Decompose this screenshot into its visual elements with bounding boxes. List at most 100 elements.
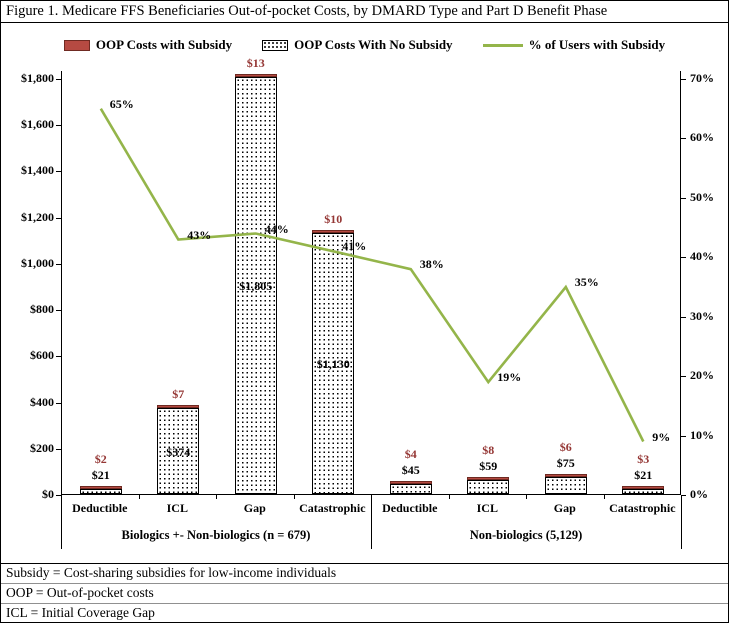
axis-tick xyxy=(138,495,140,499)
subsidy-value-label: $3 xyxy=(637,452,650,467)
subsidy-value-label: $4 xyxy=(404,446,417,461)
bar-subsidy xyxy=(622,486,665,490)
chart-legend: OOP Costs with Subsidy OOP Costs With No… xyxy=(1,37,728,53)
footnote-subsidy: Subsidy = Cost-sharing subsidies for low… xyxy=(1,563,728,583)
category-label: Catastrophic xyxy=(299,501,366,515)
category-label: Gap xyxy=(243,501,266,515)
tick-mark xyxy=(56,448,61,450)
bar-value-label: $45 xyxy=(401,462,420,477)
tick-mark xyxy=(681,495,686,496)
y-axis-left-tick: $400 xyxy=(30,394,54,409)
line-value-label: 19% xyxy=(497,370,522,385)
bar-value-label: $75 xyxy=(556,455,575,470)
subsidy-value-label: $13 xyxy=(246,55,265,70)
category-label: Catastrophic xyxy=(609,501,676,515)
line-swatch xyxy=(482,43,523,47)
bar-subsidy xyxy=(157,404,200,408)
tick-mark xyxy=(56,125,61,127)
bar-value-label: $59 xyxy=(479,459,498,474)
category-label: Deductible xyxy=(382,501,438,515)
bar-subsidy xyxy=(389,480,432,484)
tick-mark xyxy=(56,310,61,312)
tick-mark xyxy=(681,257,686,259)
axis-tick xyxy=(526,495,527,499)
y-axis-right-tick: 10% xyxy=(690,427,714,442)
y-axis-left-tick: $800 xyxy=(30,302,54,317)
group-label: Non-biologics (5,129) xyxy=(469,528,583,542)
group-separator xyxy=(61,495,62,549)
tick-mark xyxy=(681,435,686,437)
y-axis-left-tick: $1,000 xyxy=(21,255,54,270)
y-axis-right-tick: 30% xyxy=(690,308,714,323)
subsidy-value-label: $6 xyxy=(559,439,572,454)
line-value-label: 35% xyxy=(574,275,599,289)
bar-no-subsidy xyxy=(467,480,510,494)
bar-no-subsidy xyxy=(544,476,587,494)
tick-mark xyxy=(681,316,686,318)
y-axis-right-tick: 20% xyxy=(690,368,714,383)
footnote-icl: ICL = Initial Coverage Gap xyxy=(1,603,728,622)
axis-tick xyxy=(216,495,217,499)
y-axis-left-tick: $0 xyxy=(42,487,54,501)
bar-no-subsidy xyxy=(389,483,432,494)
tick-mark xyxy=(56,356,61,358)
bar-subsidy xyxy=(544,473,587,477)
y-axis-left-tick: $1,200 xyxy=(21,209,54,224)
axis-tick xyxy=(371,495,372,499)
tick-mark xyxy=(56,495,61,496)
y-axis-left-tick: $1,600 xyxy=(21,117,54,132)
axis-tick xyxy=(603,495,605,499)
y-axis-right-tick: 50% xyxy=(690,189,714,204)
y-axis-right-tick: 70% xyxy=(690,71,714,85)
legend-label-no-subsidy: OOP Costs With No Subsidy xyxy=(294,37,453,52)
line-value-label: 44% xyxy=(264,221,289,236)
group-separator xyxy=(681,495,682,549)
subsidy-swatch xyxy=(63,39,90,51)
bar-no-subsidy xyxy=(79,489,122,494)
group-separator xyxy=(371,495,372,549)
subsidy-value-label: $7 xyxy=(172,386,185,401)
y-axis-right-tick: 60% xyxy=(690,130,714,145)
subsidy-value-label: $10 xyxy=(324,211,343,226)
category-label: Deductible xyxy=(72,501,128,515)
category-label: ICL xyxy=(476,501,498,515)
chart: OOP Costs with Subsidy OOP Costs With No… xyxy=(1,23,728,563)
legend-label-subsidy: OOP Costs with Subsidy xyxy=(95,37,233,52)
y-axis-left-tick: $1,400 xyxy=(21,163,54,178)
axis-tick xyxy=(681,495,682,499)
figure-title: Figure 1. Medicare FFS Beneficiaries Out… xyxy=(1,1,728,23)
y-axis-left: $1,800 $1,600 $1,400 $1,200 $1,000 $800 $600 $4… xyxy=(1,71,61,501)
line-value-label: 65% xyxy=(109,96,134,111)
category-label: ICL xyxy=(166,501,188,515)
y-axis-left-tick: $1,800 xyxy=(21,71,54,85)
axis-tick xyxy=(293,495,295,499)
group-label: Biologics +- Non-biologics (n = 679) xyxy=(121,528,311,542)
legend-label-line: % of Users with Subsidy xyxy=(528,37,666,52)
y-axis-left-tick: $200 xyxy=(30,440,54,455)
bar-value-label: $1,130 xyxy=(316,357,350,372)
bar-value-label: $21 xyxy=(634,468,653,483)
subsidy-value-label: $8 xyxy=(482,443,495,458)
plot-area: $21 $2 $374 $7 $1,805 $13 $1,130 $10 $45 $4 $59 $8 $… xyxy=(61,56,681,495)
tick-mark xyxy=(681,376,686,378)
legend-item-subsidy: OOP Costs with Subsidy xyxy=(63,37,233,53)
bar-value-label: $21 xyxy=(91,468,110,483)
footnotes: Subsidy = Cost-sharing subsidies for low… xyxy=(1,563,728,622)
bar-subsidy xyxy=(467,477,510,481)
line-value-label: 9% xyxy=(652,429,671,444)
axis-tick xyxy=(61,495,62,499)
legend-item-no-subsidy: OOP Costs With No Subsidy xyxy=(262,37,453,53)
line-value-label: 41% xyxy=(342,239,367,254)
y-axis-right-tick: 40% xyxy=(690,249,714,264)
bar-subsidy xyxy=(312,229,355,233)
legend-item-line: % of Users with Subsidy xyxy=(482,37,666,53)
tick-mark xyxy=(56,79,61,80)
no-subsidy-swatch xyxy=(262,39,289,51)
y-axis-left-tick: $600 xyxy=(30,348,54,363)
bar-subsidy xyxy=(79,486,122,490)
axis-tick xyxy=(448,495,450,499)
tick-mark xyxy=(681,138,686,140)
y-axis-right: 70% 60% 50% 40% 30% 20% 10% 0% xyxy=(681,71,727,501)
tick-mark xyxy=(56,402,61,404)
bar-subsidy xyxy=(234,73,277,77)
